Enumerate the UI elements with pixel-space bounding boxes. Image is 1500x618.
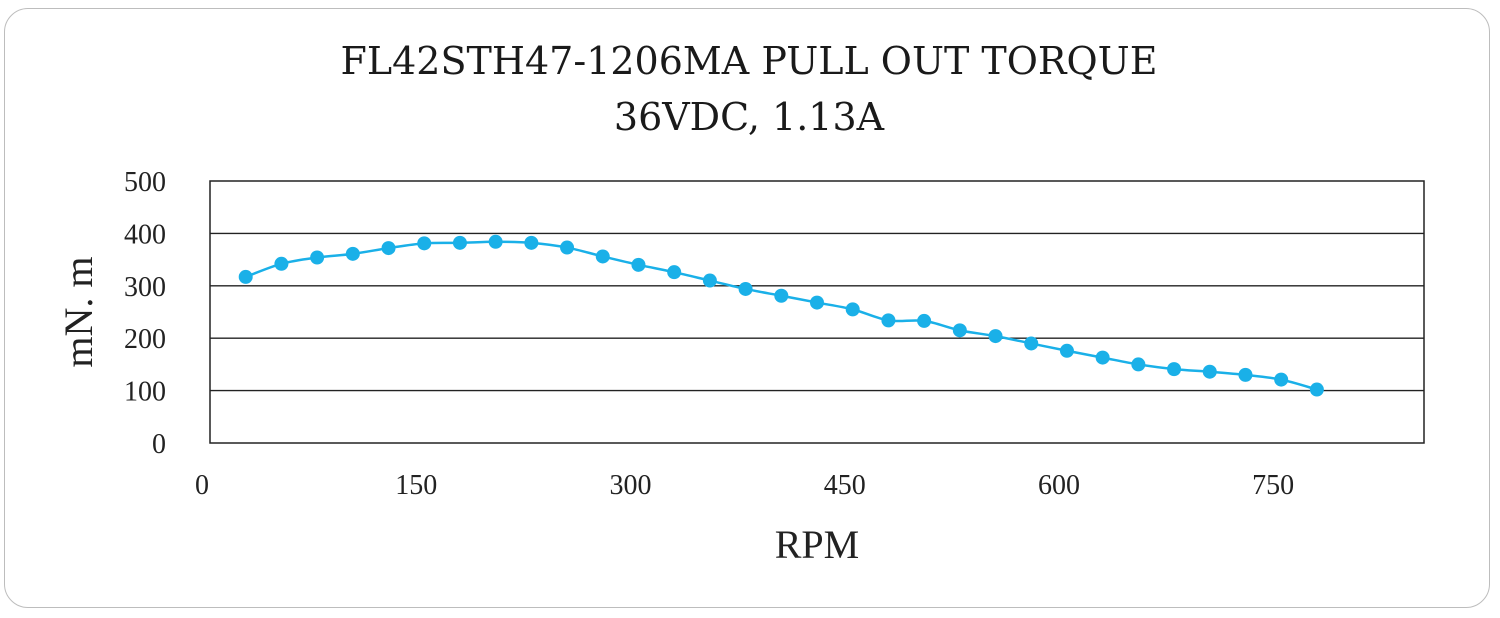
- data-point-0-29: [1274, 372, 1289, 387]
- y-axis-ticks: 0 100 200 300 400 500: [124, 167, 166, 460]
- series-torque: [238, 234, 1324, 397]
- x-tick-label-2: 300: [609, 470, 651, 501]
- data-point-0-4: [381, 241, 396, 256]
- x-tick-label-4: 600: [1038, 470, 1080, 501]
- data-point-0-27: [1202, 364, 1217, 379]
- data-point-0-19: [917, 313, 932, 328]
- y-axis-label: mN. m: [56, 256, 101, 367]
- data-point-0-26: [1167, 362, 1182, 377]
- y-tick-label-0: 0: [152, 429, 166, 460]
- data-point-0-18: [881, 313, 896, 328]
- chart-frame: [4, 8, 1490, 608]
- x-tick-label-5: 750: [1252, 470, 1294, 501]
- y-tick-label-2: 200: [124, 324, 166, 355]
- data-point-0-23: [1059, 343, 1074, 358]
- data-point-0-21: [988, 329, 1003, 344]
- data-point-0-28: [1238, 367, 1253, 382]
- plot-area-border: [209, 180, 1425, 444]
- x-tick-label-0: 0: [195, 470, 209, 501]
- x-tick-label-3: 450: [824, 470, 866, 501]
- data-point-0-2: [310, 250, 325, 265]
- data-point-0-22: [1024, 336, 1039, 351]
- data-point-0-15: [774, 288, 789, 303]
- y-tick-label-1: 100: [124, 377, 166, 408]
- x-tick-label-1: 150: [395, 470, 437, 501]
- data-point-0-10: [595, 249, 610, 264]
- data-point-0-14: [738, 281, 753, 296]
- data-point-0-8: [524, 235, 539, 250]
- data-point-0-6: [452, 235, 467, 250]
- data-point-0-30: [1309, 382, 1324, 397]
- series-line-0: [245, 240, 1318, 391]
- x-axis-ticks: 0 150 300 450 600 750: [195, 470, 1294, 501]
- data-point-0-20: [952, 323, 967, 338]
- data-point-0-1: [274, 256, 289, 271]
- grid-lines: [210, 232, 1424, 392]
- y-tick-label-5: 500: [124, 167, 166, 198]
- data-point-0-5: [417, 236, 432, 251]
- x-axis-label: RPM: [775, 522, 860, 567]
- y-tick-label-3: 300: [124, 272, 166, 303]
- data-point-0-0: [238, 269, 253, 284]
- data-point-0-11: [631, 257, 646, 272]
- data-point-0-3: [345, 246, 360, 261]
- data-point-0-24: [1095, 350, 1110, 365]
- data-point-0-9: [560, 240, 575, 255]
- data-point-0-12: [667, 265, 682, 280]
- data-point-0-16: [810, 295, 824, 310]
- data-point-0-7: [488, 234, 503, 249]
- data-point-0-25: [1131, 357, 1146, 372]
- data-point-0-13: [702, 273, 717, 288]
- y-tick-label-4: 400: [124, 219, 166, 250]
- chart-title: FL42STH47-1206MA PULL OUT TORQUE: [341, 39, 1158, 83]
- chart-subtitle: 36VDC, 1.13A: [614, 95, 885, 139]
- data-point-0-17: [845, 302, 860, 317]
